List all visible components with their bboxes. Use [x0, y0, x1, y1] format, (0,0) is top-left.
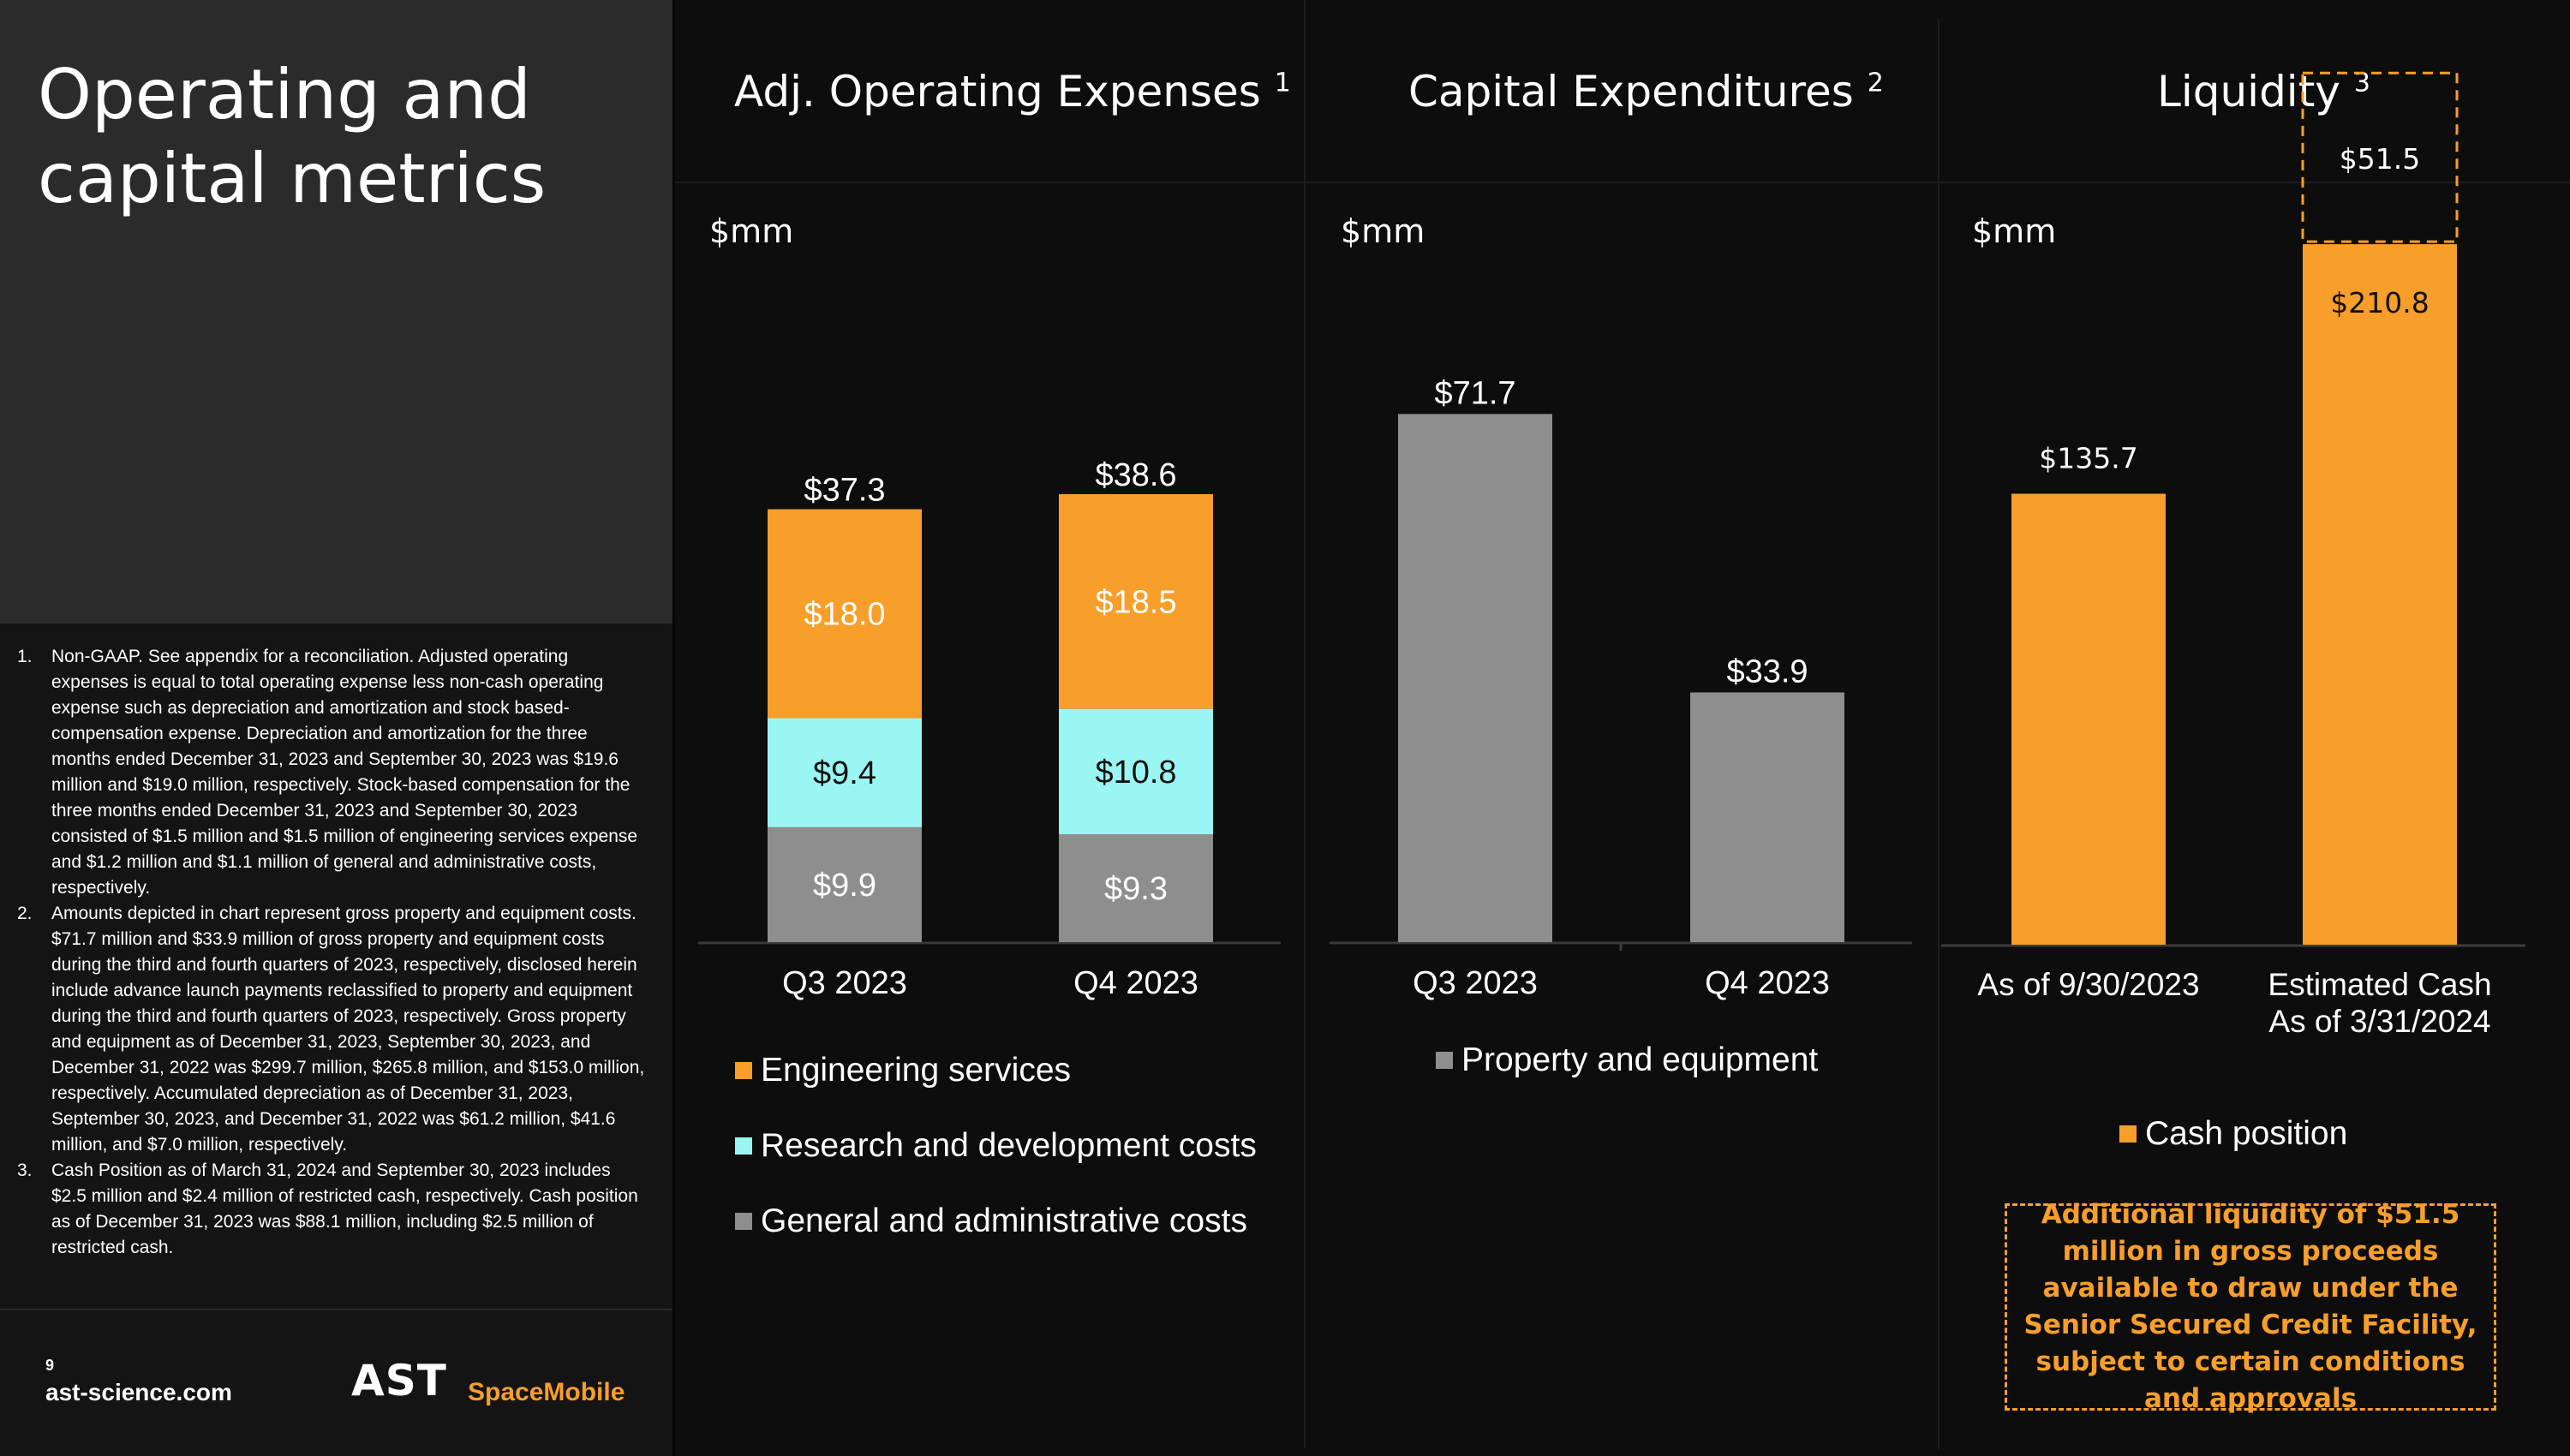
logo-mark: AST — [351, 1358, 447, 1405]
data-label: $135.7 — [2039, 441, 2137, 474]
footnote-text: Amounts depicted in chart represent gros… — [51, 904, 645, 1155]
data-label: $9.9 — [813, 868, 876, 904]
footnote-item: 2. Amounts depicted in chart represent gr… — [15, 901, 649, 1158]
legend-label: Engineering services — [761, 1052, 1072, 1089]
liquidity-callout: Additional liquidity of $51.5 million in… — [2005, 1199, 2496, 1414]
category-label: Estimated Cash — [2268, 967, 2491, 1002]
data-label: $71.7 — [1434, 375, 1515, 411]
additional-liquidity-segment — [2301, 71, 2459, 243]
chart-separator — [1304, 0, 1306, 1447]
footnote-number: 3. — [17, 1161, 33, 1180]
bar-segment — [1059, 708, 1213, 834]
chart-separator — [1938, 19, 1939, 1449]
bar — [1690, 692, 1844, 942]
data-label: $18.0 — [804, 597, 885, 633]
website-link[interactable]: ast-science.com — [45, 1379, 232, 1405]
bar-segment — [768, 718, 922, 827]
legend-item: Research and development costs — [735, 1127, 1257, 1165]
footnote-item: 1. Non-GAAP. See appendix for a reconcili… — [15, 644, 649, 901]
bar — [2303, 244, 2457, 945]
panel-divider — [672, 0, 675, 1456]
bar-segment — [768, 509, 922, 719]
page-number: 9 — [45, 1357, 55, 1374]
footnote-number: 1. — [17, 647, 33, 666]
total-label: $37.3 — [804, 473, 885, 509]
data-label: $51.5 — [2340, 142, 2420, 176]
header-separator — [675, 182, 2570, 183]
logo-subtext: SpaceMobile — [468, 1378, 625, 1406]
legend-label: General and administrative costs — [761, 1202, 1247, 1239]
title-panel — [0, 0, 672, 624]
category-label: Q4 2023 — [1073, 965, 1198, 1001]
footer-divider — [0, 1309, 672, 1310]
footnote-number: 2. — [17, 904, 33, 923]
category-label: As of 9/30/2023 — [1977, 967, 2199, 1002]
data-label: $210.8 — [2330, 286, 2429, 319]
category-label: Q3 2023 — [782, 965, 907, 1001]
bar-segment — [768, 826, 922, 942]
bar-segment — [1059, 493, 1213, 709]
data-label: $33.9 — [1726, 653, 1808, 689]
bar — [1398, 414, 1552, 942]
footnote-item: 3. Cash Position as of March 31, 2024 and… — [15, 1158, 649, 1261]
legend-swatch — [735, 1213, 752, 1230]
bar-segment — [1059, 833, 1213, 942]
data-label: $10.8 — [1095, 755, 1176, 791]
opex-title: Adj. Operating Expenses 1 — [734, 67, 1291, 116]
legend-swatch — [735, 1062, 752, 1079]
legend-swatch — [2119, 1125, 2137, 1143]
footnote-text: Non-GAAP. See appendix for a reconciliat… — [51, 647, 638, 898]
category-label: Q3 2023 — [1413, 965, 1538, 1001]
legend-label: Cash position — [2145, 1115, 2348, 1152]
legend-label: Property and equipment — [1461, 1041, 1819, 1078]
legend-item: General and administrative costs — [735, 1202, 1247, 1240]
legend-swatch — [735, 1137, 752, 1155]
liquidity-unit-label: $mm — [1972, 212, 2057, 250]
legend-item: Cash position — [2119, 1115, 2347, 1153]
footnotes-list: 1. Non-GAAP. See appendix for a reconcili… — [15, 644, 649, 1261]
capex-title: Capital Expenditures 2 — [1408, 67, 1884, 116]
legend-label: Research and development costs — [761, 1127, 1257, 1164]
ast-spacemobile-logo: AST SpaceMobile — [351, 1358, 625, 1406]
category-label: Q4 2023 — [1705, 965, 1830, 1001]
opex-unit-label: $mm — [709, 212, 794, 250]
category-label: As of 3/31/2024 — [2268, 1004, 2490, 1039]
legend-item: Property and equipment — [1436, 1041, 1818, 1079]
page-title: Operating and capital metrics — [38, 55, 547, 218]
legend-swatch — [1436, 1052, 1453, 1069]
data-label: $18.5 — [1095, 584, 1176, 620]
footnote-text: Cash Position as of March 31, 2024 and S… — [51, 1161, 638, 1257]
data-label: $9.3 — [1104, 871, 1168, 907]
liquidity-title: Liquidity 3 — [2157, 67, 2370, 116]
capex-unit-label: $mm — [1341, 212, 1425, 250]
legend-item: Engineering services — [735, 1052, 1071, 1089]
data-label: $9.4 — [813, 755, 876, 791]
footnotes-panel — [0, 624, 672, 1456]
bar — [2011, 493, 2166, 945]
total-label: $38.6 — [1095, 457, 1176, 493]
